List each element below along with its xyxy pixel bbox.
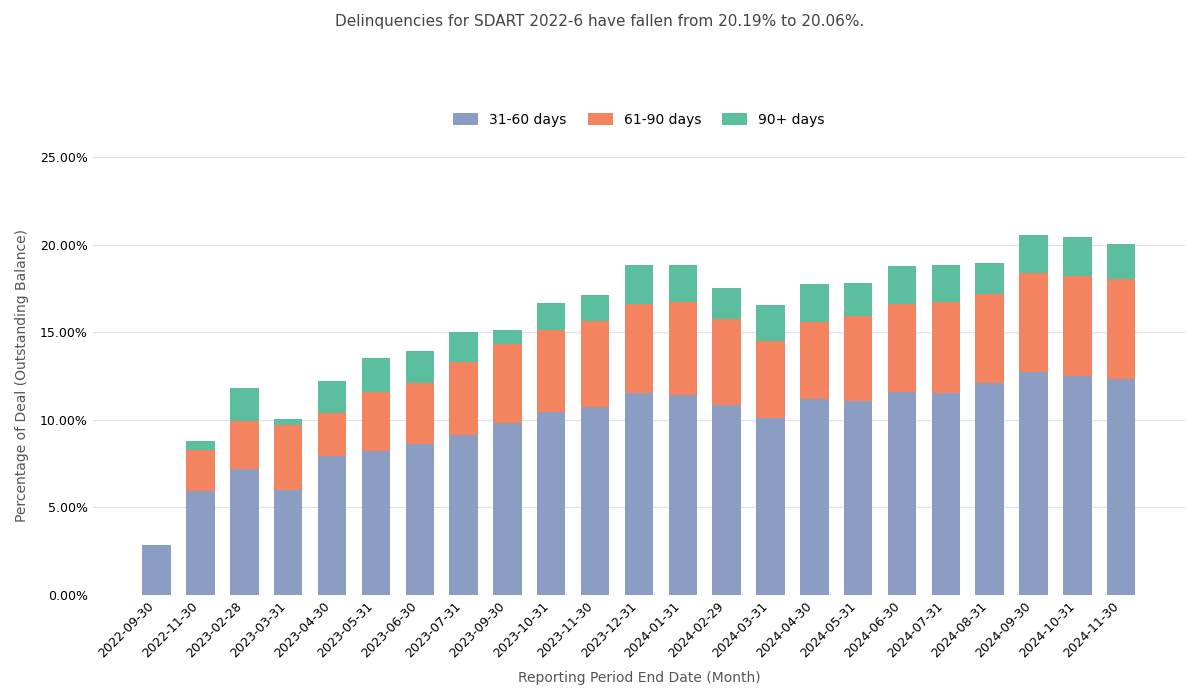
- Bar: [800, 398, 828, 595]
- Bar: [493, 423, 522, 595]
- Bar: [1063, 376, 1092, 595]
- Bar: [538, 303, 565, 330]
- Bar: [1106, 244, 1135, 279]
- Bar: [406, 444, 434, 595]
- Bar: [976, 293, 1004, 383]
- Bar: [274, 419, 302, 425]
- Bar: [361, 451, 390, 595]
- Bar: [581, 407, 610, 595]
- Bar: [625, 304, 653, 393]
- Bar: [493, 344, 522, 423]
- Bar: [274, 425, 302, 490]
- Bar: [449, 362, 478, 435]
- Bar: [1063, 237, 1092, 276]
- Bar: [844, 401, 872, 595]
- Bar: [888, 391, 916, 595]
- Bar: [756, 341, 785, 418]
- Bar: [668, 395, 697, 595]
- Text: Delinquencies for SDART 2022-6 have fallen from 20.19% to 20.06%.: Delinquencies for SDART 2022-6 have fall…: [335, 14, 865, 29]
- Bar: [800, 284, 828, 321]
- Bar: [1106, 379, 1135, 595]
- Bar: [318, 412, 347, 456]
- Bar: [756, 305, 785, 341]
- Bar: [625, 393, 653, 595]
- Bar: [230, 388, 259, 421]
- Bar: [976, 263, 1004, 293]
- Bar: [318, 381, 347, 412]
- Bar: [406, 351, 434, 383]
- Bar: [888, 265, 916, 304]
- Bar: [1019, 372, 1048, 595]
- Bar: [143, 545, 170, 595]
- Bar: [931, 393, 960, 595]
- Bar: [581, 321, 610, 407]
- Bar: [230, 421, 259, 468]
- Bar: [976, 383, 1004, 595]
- Bar: [274, 490, 302, 595]
- Bar: [449, 435, 478, 595]
- Y-axis label: Percentage of Deal (Outstanding Balance): Percentage of Deal (Outstanding Balance): [16, 230, 29, 522]
- Bar: [668, 265, 697, 302]
- Bar: [1019, 235, 1048, 272]
- Bar: [713, 405, 740, 595]
- Bar: [844, 316, 872, 401]
- Bar: [844, 283, 872, 316]
- Bar: [538, 330, 565, 412]
- Bar: [186, 440, 215, 450]
- Bar: [1106, 279, 1135, 379]
- Bar: [931, 302, 960, 393]
- Bar: [361, 358, 390, 391]
- Bar: [538, 412, 565, 595]
- Bar: [186, 491, 215, 595]
- Bar: [361, 391, 390, 451]
- Bar: [713, 319, 740, 405]
- Bar: [931, 265, 960, 302]
- Bar: [800, 321, 828, 398]
- Bar: [186, 450, 215, 491]
- Bar: [318, 456, 347, 595]
- X-axis label: Reporting Period End Date (Month): Reporting Period End Date (Month): [517, 671, 761, 685]
- Bar: [713, 288, 740, 319]
- Bar: [406, 383, 434, 444]
- Legend: 31-60 days, 61-90 days, 90+ days: 31-60 days, 61-90 days, 90+ days: [448, 107, 830, 132]
- Bar: [888, 304, 916, 391]
- Bar: [493, 330, 522, 344]
- Bar: [1019, 272, 1048, 372]
- Bar: [625, 265, 653, 304]
- Bar: [449, 332, 478, 362]
- Bar: [230, 468, 259, 595]
- Bar: [581, 295, 610, 321]
- Bar: [668, 302, 697, 395]
- Bar: [1063, 276, 1092, 376]
- Bar: [756, 418, 785, 595]
